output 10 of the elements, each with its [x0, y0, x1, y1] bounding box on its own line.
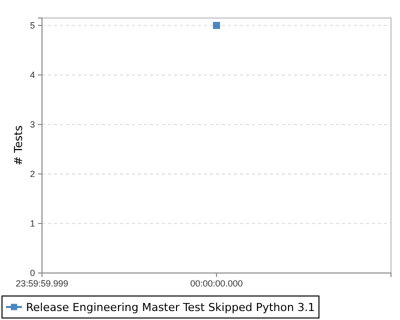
y-tick-label: 4 — [30, 70, 35, 80]
legend-label: Release Engineering Master Test Skipped Python 3.1 — [26, 301, 315, 314]
y-tick-label: 2 — [30, 168, 35, 179]
x-tick-label: 23:59:59.999 — [16, 278, 68, 288]
y-tick-label: 3 — [30, 119, 35, 130]
y-tick-label: 5 — [30, 20, 35, 30]
y-axis-title: # Tests — [12, 125, 25, 166]
y-tick-label: 1 — [30, 218, 35, 228]
y-tick-label: 0 — [30, 268, 35, 278]
x-tick-label: 00:00:00.000 — [190, 278, 243, 288]
